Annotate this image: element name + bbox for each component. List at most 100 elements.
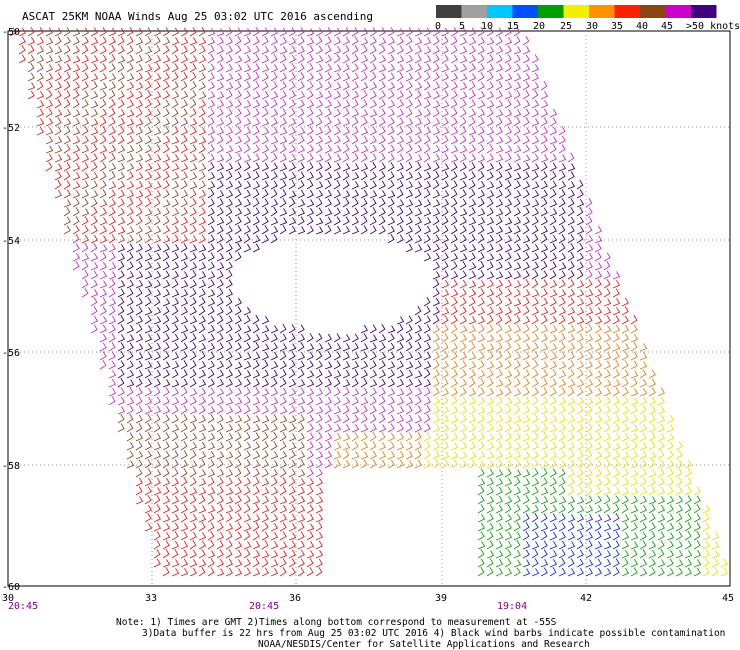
wind-barb: [108, 351, 116, 361]
wind-barb: [279, 369, 287, 379]
wind-barb: [252, 225, 260, 235]
wind-barb: [495, 360, 504, 370]
wind-barb: [171, 559, 180, 568]
wind-barb: [180, 325, 189, 334]
wind-barb: [495, 154, 504, 163]
wind-barb: [450, 54, 458, 64]
wind-barb: [630, 477, 638, 487]
wind-barb: [351, 352, 360, 361]
wind-barb: [468, 369, 476, 379]
wind-barb: [225, 296, 233, 307]
wind-barb: [279, 172, 288, 181]
wind-barb: [198, 549, 206, 559]
wind-barb: [288, 225, 296, 235]
wind-barb: [378, 323, 386, 334]
wind-barb: [387, 190, 396, 199]
wind-barb: [522, 441, 530, 451]
wind-barb: [369, 206, 377, 217]
wind-barb: [72, 190, 81, 199]
wind-barb: [270, 414, 278, 424]
wind-barb: [306, 28, 315, 37]
wind-barb: [72, 144, 81, 154]
wind-barb: [396, 199, 405, 208]
wind-barb: [585, 514, 594, 523]
wind-barb: [666, 522, 675, 532]
wind-barb: [495, 27, 503, 37]
wind-barb: [198, 405, 206, 415]
wind-barb: [468, 45, 476, 55]
wind-barb: [234, 549, 242, 559]
wind-barb: [441, 198, 450, 208]
wind-barb: [117, 216, 126, 226]
wind-barb: [171, 423, 180, 433]
wind-barb: [198, 521, 206, 532]
wind-barb: [594, 235, 603, 244]
wind-barb: [333, 145, 342, 154]
wind-barb: [531, 89, 539, 100]
wind-barb: [369, 334, 378, 343]
wind-barb: [486, 531, 494, 541]
wind-barb: [504, 153, 512, 163]
wind-barb: [261, 216, 269, 226]
wind-barb: [171, 63, 179, 73]
wind-barb: [225, 126, 234, 136]
wind-barb: [621, 413, 629, 424]
wind-barb: [135, 81, 144, 91]
wind-barb: [234, 568, 243, 577]
wind-barb: [171, 323, 179, 334]
wind-barb: [54, 55, 63, 64]
wind-barb: [567, 368, 575, 379]
wind-barb: [576, 513, 584, 523]
wind-barb: [432, 108, 440, 118]
wind-barb: [504, 297, 513, 307]
wind-barb: [135, 271, 144, 280]
wind-barb: [216, 503, 224, 514]
wind-barb: [324, 72, 332, 82]
wind-barb: [432, 144, 441, 154]
wind-barb: [252, 441, 260, 451]
wind-barb: [297, 199, 306, 208]
wind-barb: [333, 414, 341, 424]
wind-barb: [171, 431, 179, 442]
wind-barb: [639, 531, 647, 541]
wind-barb: [225, 63, 233, 73]
wind-barb: [54, 36, 62, 46]
wind-barb: [495, 126, 503, 136]
wind-barb: [270, 522, 279, 532]
wind-barb: [315, 162, 323, 172]
wind-barb: [594, 514, 603, 523]
wind-barb: [117, 135, 125, 145]
wind-barb: [594, 333, 602, 343]
wind-barb: [180, 523, 189, 532]
wind-barb: [513, 343, 522, 352]
wind-barb: [72, 109, 81, 118]
wind-barb: [396, 172, 405, 181]
wind-barb: [216, 190, 225, 199]
wind-barb: [144, 225, 152, 235]
wind-barb: [117, 171, 125, 181]
wind-barb: [207, 450, 215, 460]
wind-barb: [135, 126, 143, 136]
wind-barb: [702, 557, 710, 568]
wind-barb: [657, 567, 665, 577]
wind-barb: [504, 279, 512, 289]
wind-barb: [198, 432, 207, 442]
wind-barb: [216, 369, 224, 379]
wind-barb: [288, 80, 296, 91]
wind-barb: [81, 208, 90, 217]
wind-barb: [63, 71, 71, 82]
wind-barb: [297, 72, 305, 82]
wind-barb: [216, 522, 224, 532]
wind-barb: [144, 144, 152, 154]
wind-barb: [207, 477, 215, 487]
wind-barb: [81, 288, 89, 298]
wind-barb: [387, 404, 395, 415]
wind-barb: [342, 343, 351, 352]
wind-barb: [567, 549, 575, 559]
wind-barb: [567, 306, 576, 316]
wind-barb: [297, 504, 306, 514]
wind-barb: [513, 522, 521, 532]
wind-barb: [396, 406, 405, 415]
wind-barb: [225, 549, 233, 559]
wind-barb: [180, 558, 188, 568]
